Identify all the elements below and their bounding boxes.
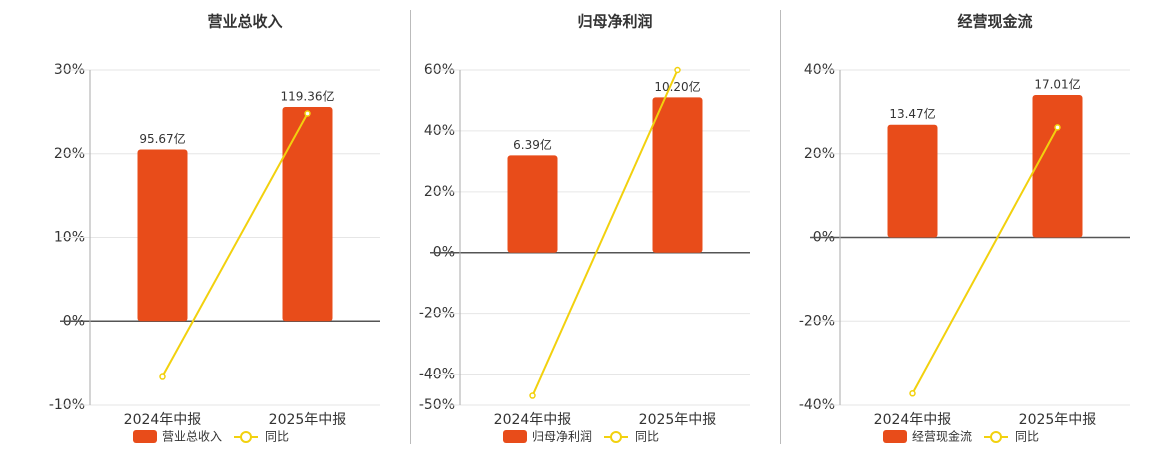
line <box>911 126 1059 394</box>
line-marker <box>909 390 916 397</box>
legend-swatch <box>133 430 157 443</box>
legend-label: 同比 <box>635 430 659 444</box>
chart-title: 营业总收入 <box>207 13 282 31</box>
bar <box>507 155 558 253</box>
data-label: 17.01亿 <box>1034 77 1080 92</box>
data-label: 95.67亿 <box>139 131 185 146</box>
legend-label: 同比 <box>265 430 289 444</box>
data-label: 10.20亿 <box>654 79 700 94</box>
line-marker <box>529 392 536 399</box>
line-marker <box>1054 124 1061 131</box>
legend-label: 经营现金流 <box>912 429 972 444</box>
chart-title: 经营现金流 <box>957 13 1032 31</box>
legend-swatch <box>503 430 527 443</box>
legend-label: 营业总收入 <box>162 430 222 444</box>
bar <box>282 107 333 322</box>
line <box>161 113 309 378</box>
bar <box>652 97 703 253</box>
chart-title: 归母净利润 <box>577 13 652 31</box>
line <box>531 69 679 396</box>
legend-label: 同比 <box>1015 430 1039 444</box>
legend-marker <box>240 431 252 443</box>
legend-swatch <box>883 430 907 443</box>
line-marker <box>304 110 311 117</box>
bar <box>137 149 188 322</box>
legend-marker <box>990 431 1002 443</box>
bar <box>1032 95 1083 238</box>
x-tick-label: 2024年中报 <box>494 412 572 428</box>
x-tick-label: 2025年中报 <box>639 412 717 428</box>
line-marker <box>674 66 681 74</box>
x-tick-label: 2025年中报 <box>1019 412 1097 428</box>
data-label: 119.36亿 <box>281 89 335 104</box>
x-tick-label: 2025年中报 <box>269 412 347 428</box>
data-label: 13.47亿 <box>889 106 935 121</box>
line-marker <box>159 373 166 380</box>
legend-label: 归母净利润 <box>532 430 592 444</box>
bar <box>887 124 938 238</box>
x-tick-label: 2024年中报 <box>124 412 202 428</box>
data-label: 6.39亿 <box>513 137 552 152</box>
x-tick-label: 2024年中报 <box>874 412 952 428</box>
legend-marker <box>610 431 622 443</box>
